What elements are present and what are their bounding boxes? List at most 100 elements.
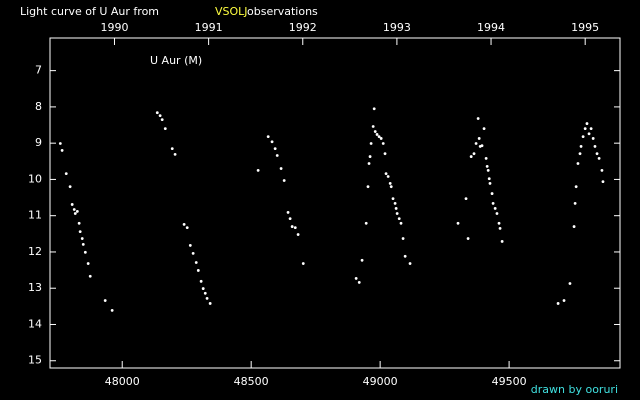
y-tick-label: 9 bbox=[35, 136, 42, 149]
data-point bbox=[381, 142, 385, 145]
x2-tick-label: 1993 bbox=[383, 21, 411, 34]
data-point bbox=[393, 201, 397, 205]
data-point bbox=[388, 182, 392, 185]
data-point bbox=[77, 221, 81, 225]
data-point bbox=[401, 237, 405, 240]
data-point bbox=[83, 250, 87, 254]
data-point bbox=[301, 262, 305, 265]
data-point bbox=[60, 149, 64, 152]
data-point bbox=[389, 185, 393, 189]
data-point bbox=[572, 225, 576, 228]
data-point bbox=[595, 152, 599, 156]
data-point bbox=[476, 117, 480, 120]
data-point bbox=[485, 164, 489, 168]
data-point bbox=[191, 252, 195, 255]
data-point bbox=[155, 111, 159, 115]
data-point bbox=[480, 144, 484, 148]
data-point bbox=[493, 207, 497, 210]
x2-tick-label: 1992 bbox=[289, 21, 317, 34]
data-point bbox=[199, 279, 203, 283]
data-point bbox=[600, 168, 604, 172]
data-point bbox=[556, 302, 560, 305]
data-point bbox=[73, 212, 77, 215]
data-point bbox=[369, 142, 373, 145]
data-point bbox=[490, 192, 494, 195]
data-point bbox=[484, 156, 488, 160]
data-point bbox=[360, 258, 364, 262]
data-point bbox=[288, 217, 292, 220]
data-point bbox=[293, 226, 297, 230]
data-point bbox=[568, 282, 572, 285]
data-point bbox=[110, 308, 114, 312]
data-point bbox=[296, 233, 300, 236]
x2-tick-label: 1994 bbox=[477, 21, 505, 34]
y-tick-label: 14 bbox=[28, 317, 42, 330]
data-point bbox=[379, 137, 383, 140]
x-tick-label: 49000 bbox=[363, 375, 398, 388]
data-point bbox=[282, 179, 286, 182]
data-point bbox=[498, 226, 502, 230]
data-point bbox=[75, 209, 79, 213]
data-point bbox=[391, 197, 395, 201]
x2-tick-label: 1990 bbox=[100, 21, 128, 34]
data-point bbox=[486, 168, 490, 172]
data-point bbox=[205, 296, 209, 300]
data-point bbox=[208, 302, 212, 305]
data-point bbox=[583, 127, 587, 131]
y-tick-label: 10 bbox=[28, 172, 42, 185]
data-point bbox=[72, 208, 76, 211]
data-point bbox=[367, 162, 371, 165]
data-point bbox=[474, 142, 478, 145]
data-point bbox=[477, 137, 481, 140]
data-point bbox=[290, 225, 294, 228]
y-tick-label: 15 bbox=[28, 354, 42, 367]
data-point bbox=[394, 207, 398, 210]
data-point bbox=[578, 152, 582, 156]
data-point bbox=[270, 140, 274, 144]
data-point bbox=[366, 185, 370, 189]
data-point bbox=[472, 152, 476, 156]
y-tick-label: 12 bbox=[28, 245, 42, 258]
data-point bbox=[372, 107, 376, 111]
data-point bbox=[357, 281, 361, 284]
data-point bbox=[573, 201, 577, 205]
data-point bbox=[397, 217, 401, 220]
data-point bbox=[80, 237, 84, 240]
plot-frame bbox=[49, 37, 621, 369]
x2-tick-label: 1991 bbox=[195, 21, 223, 34]
data-point bbox=[68, 185, 72, 189]
y-tick-label: 11 bbox=[28, 209, 42, 222]
data-point bbox=[487, 177, 491, 181]
data-point bbox=[408, 262, 412, 265]
data-point bbox=[58, 142, 62, 145]
data-point bbox=[364, 221, 368, 225]
data-point bbox=[163, 127, 167, 131]
data-point bbox=[279, 167, 283, 170]
y-tick-label: 7 bbox=[35, 64, 42, 77]
data-point bbox=[81, 242, 85, 246]
data-point bbox=[368, 155, 372, 158]
data-point bbox=[576, 162, 580, 165]
y-tick-label: 8 bbox=[35, 100, 42, 113]
data-point bbox=[403, 254, 407, 258]
star-label: U Aur (M) bbox=[150, 54, 202, 67]
data-point bbox=[597, 156, 601, 160]
data-point bbox=[201, 287, 205, 290]
x2-tick-label: 1995 bbox=[571, 21, 599, 34]
chart-title-suffix: observations bbox=[247, 5, 318, 18]
data-point bbox=[574, 185, 578, 189]
data-point bbox=[371, 125, 375, 128]
credit: drawn by ooruri bbox=[531, 383, 618, 396]
data-point bbox=[469, 155, 473, 158]
y-tick-label: 13 bbox=[28, 281, 42, 294]
data-point bbox=[466, 237, 470, 240]
data-point bbox=[383, 152, 387, 156]
data-point bbox=[354, 277, 358, 280]
data-point bbox=[86, 262, 90, 265]
data-point bbox=[399, 221, 403, 225]
data-point bbox=[373, 130, 377, 133]
data-point bbox=[170, 147, 174, 151]
data-point bbox=[386, 175, 390, 178]
data-point bbox=[601, 180, 605, 184]
